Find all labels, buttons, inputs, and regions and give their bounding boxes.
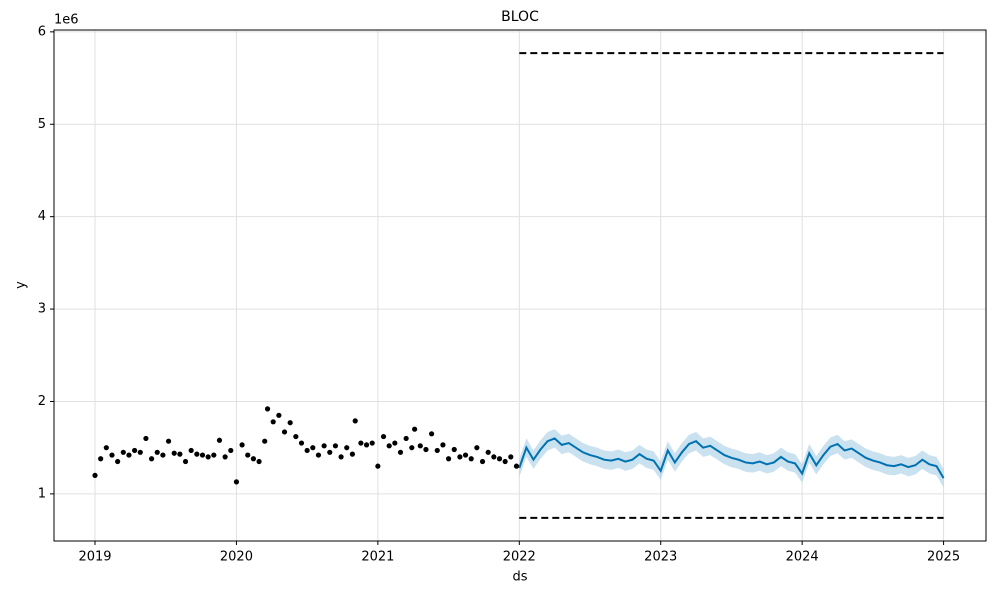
- observed-point: [132, 447, 138, 454]
- observed-point: [216, 437, 223, 443]
- observed-point: [327, 449, 333, 455]
- observed-point: [293, 433, 299, 440]
- observed-point: [177, 451, 183, 457]
- observed-point: [369, 440, 375, 446]
- x-axis-label: ds: [512, 570, 527, 585]
- observed-point: [397, 449, 404, 455]
- observed-point: [386, 443, 392, 449]
- observed-point: [434, 447, 440, 454]
- x-tick-label: 2021: [361, 550, 394, 565]
- observed-point: [375, 463, 381, 469]
- observed-point: [485, 449, 491, 455]
- observed-point: [211, 452, 217, 458]
- observed-point: [137, 449, 143, 455]
- observed-point: [508, 454, 514, 460]
- observed-point: [338, 454, 344, 460]
- y-axis-label: y: [14, 281, 29, 289]
- y-offset-label: 1e6: [54, 13, 79, 28]
- observed-point: [228, 447, 234, 454]
- observed-point: [250, 456, 257, 462]
- observed-point: [270, 419, 276, 425]
- observed-point: [287, 420, 293, 426]
- observed-point: [304, 447, 310, 454]
- observed-point: [143, 435, 149, 442]
- observed-point: [92, 472, 98, 478]
- observed-point: [154, 449, 160, 455]
- y-tick-label: 5: [38, 117, 46, 132]
- x-tick-label: 2023: [644, 550, 677, 565]
- observed-point: [160, 452, 166, 458]
- y-tick-label: 1: [38, 486, 46, 501]
- observed-point: [256, 458, 262, 465]
- observed-point: [148, 456, 155, 462]
- observed-point: [194, 451, 200, 457]
- observed-point: [358, 440, 364, 446]
- observed-point: [417, 443, 423, 449]
- observed-point: [332, 443, 339, 449]
- observed-point: [115, 458, 121, 465]
- observed-point: [109, 452, 115, 458]
- observed-point: [98, 456, 104, 462]
- observed-point: [349, 451, 356, 457]
- observed-point: [468, 456, 474, 462]
- observed-point: [171, 450, 177, 456]
- observed-point: [103, 445, 109, 451]
- observed-point: [205, 454, 211, 460]
- observed-point: [222, 454, 228, 460]
- x-tick-label: 2022: [503, 550, 536, 565]
- observed-point: [429, 431, 435, 437]
- observed-point: [245, 452, 251, 458]
- x-tick-label: 2019: [78, 550, 111, 565]
- observed-point: [445, 456, 452, 462]
- observed-point: [412, 426, 418, 432]
- observed-point: [276, 412, 282, 418]
- observed-point: [264, 406, 271, 412]
- observed-point: [310, 445, 316, 451]
- observed-point: [352, 418, 358, 424]
- observed-point: [315, 452, 322, 458]
- observed-point: [496, 456, 503, 462]
- x-tick-label: 2020: [220, 550, 253, 565]
- observed-point: [182, 458, 189, 465]
- forecast-line: [518, 437, 945, 479]
- observed-point: [423, 446, 429, 453]
- observed-point: [344, 445, 350, 451]
- observed-point: [403, 435, 409, 442]
- observed-point: [513, 463, 520, 469]
- x-tick-label: 2024: [786, 550, 819, 565]
- chart-title: BLOC: [501, 9, 539, 25]
- observed-point: [380, 433, 387, 440]
- observed-point: [479, 458, 486, 465]
- observed-point: [165, 438, 172, 444]
- observed-point: [321, 443, 327, 449]
- observed-point: [233, 479, 240, 485]
- observed-point: [502, 458, 508, 465]
- observed-point: [188, 447, 194, 454]
- observed-point: [120, 449, 126, 455]
- observed-point: [409, 445, 415, 451]
- observed-point: [199, 452, 206, 458]
- x-tick-label: 2025: [927, 550, 960, 565]
- observed-point: [440, 442, 446, 448]
- observed-point: [462, 452, 469, 458]
- observed-point: [451, 446, 457, 453]
- observed-point: [281, 429, 288, 435]
- observed-point: [392, 440, 398, 446]
- y-tick-label: 4: [38, 209, 46, 224]
- observed-point: [126, 452, 132, 458]
- plot-frame: [53, 29, 987, 542]
- y-tick-label: 2: [38, 394, 46, 409]
- observed-point: [363, 442, 370, 448]
- observed-point: [491, 454, 497, 460]
- observed-point: [298, 440, 305, 446]
- y-tick-label: 3: [38, 302, 46, 317]
- y-tick-label: 6: [38, 24, 46, 39]
- observed-point: [457, 454, 463, 460]
- observed-point: [262, 438, 268, 444]
- observed-point: [474, 445, 480, 451]
- observed-point: [239, 442, 245, 448]
